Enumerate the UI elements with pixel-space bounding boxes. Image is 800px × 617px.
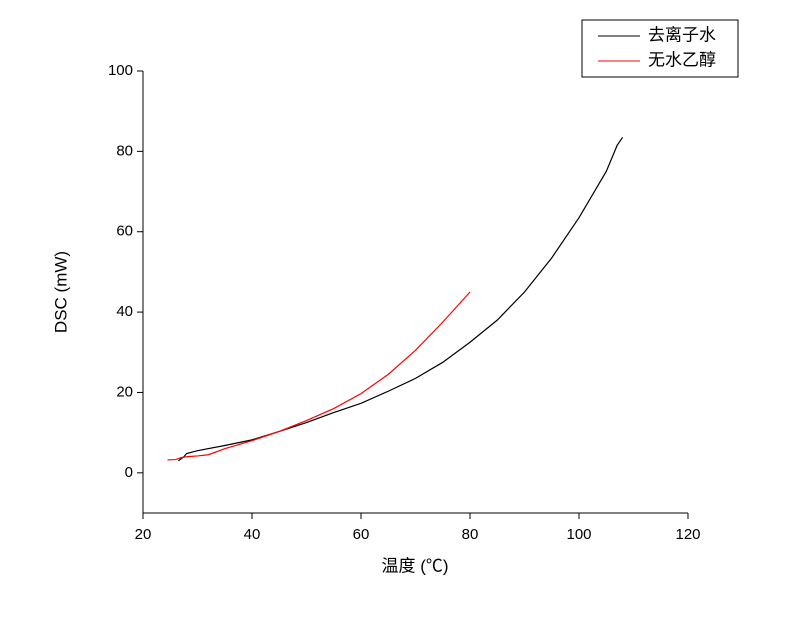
x-tick-label: 120 [675,526,700,543]
y-tick-label: 40 [116,303,133,320]
y-tick-label: 60 [116,223,133,240]
x-tick-label: 100 [566,526,591,543]
x-axis-label: 温度 (℃) [381,556,448,575]
legend-box [581,19,739,78]
legend-label: 无水乙醇 [648,50,716,69]
y-tick-label: 0 [125,464,133,481]
y-axis-label: DSC (mW) [51,251,70,333]
y-tick-label: 80 [116,142,133,159]
x-tick-label: 40 [244,526,261,543]
x-tick-label: 80 [462,526,479,543]
x-tick-label: 20 [135,526,152,543]
data-line [167,291,471,461]
x-tick-label: 60 [353,526,370,543]
legend-label: 去离子水 [648,25,716,44]
y-tick-label: 20 [116,383,133,400]
y-tick-label: 100 [108,62,133,79]
data-line [178,136,624,462]
